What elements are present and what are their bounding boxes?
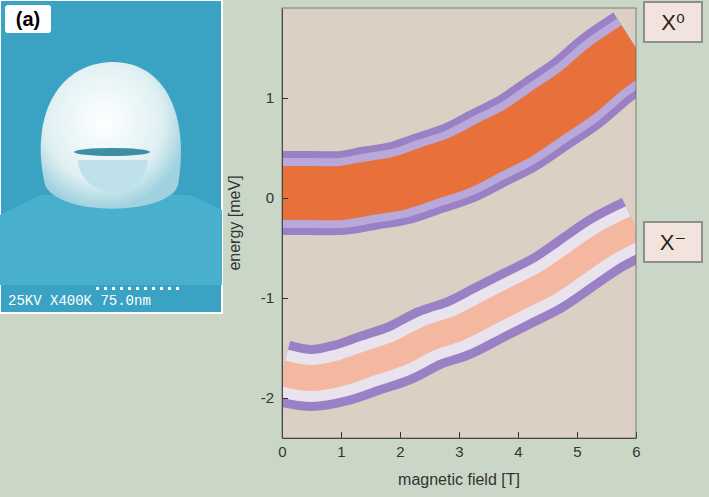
tick-label: 1 <box>266 89 274 106</box>
photo-dome <box>41 62 181 209</box>
scale-dot <box>176 287 179 290</box>
series-line <box>282 228 636 378</box>
tick-mark <box>400 432 401 438</box>
data-layer <box>282 48 636 378</box>
tick-label: 6 <box>632 443 640 460</box>
tick: 5 <box>573 432 581 460</box>
tick-mark <box>282 98 288 99</box>
photo-lower <box>78 160 148 192</box>
tick-label: -2 <box>261 389 274 406</box>
tick-label: 0 <box>266 189 274 206</box>
tick-mark <box>518 432 519 438</box>
scale-dot <box>112 287 115 290</box>
photo-caption-bar <box>1 285 221 312</box>
scale-dot <box>160 287 163 290</box>
y-axis: -2 -1 0 1 <box>261 9 288 439</box>
scale-dot <box>96 287 99 290</box>
tick: -2 <box>261 389 288 406</box>
tick-mark <box>282 298 288 299</box>
tick-label: 1 <box>337 443 345 460</box>
x-axis: 0 1 2 3 4 5 6 <box>278 432 640 460</box>
legend-item: X⁰ <box>644 2 702 42</box>
tick: 3 <box>455 432 463 460</box>
legend-label: X⁻ <box>660 230 686 255</box>
tick-label: -1 <box>261 289 274 306</box>
legend-item: X⁻ <box>644 222 702 262</box>
photo-background <box>0 0 222 313</box>
scale-dot <box>104 287 107 290</box>
series-line <box>282 48 636 193</box>
tick: 4 <box>514 432 522 460</box>
scale-dot <box>152 287 155 290</box>
tick-label: 2 <box>396 443 404 460</box>
legend: X⁰ X⁻ <box>644 2 702 262</box>
photo-panel: (a) 25KV X400K 75.0nm <box>0 0 222 313</box>
series-line <box>282 228 636 378</box>
scale-dots <box>96 287 179 290</box>
series-line <box>282 48 636 193</box>
photo-ring <box>74 148 150 156</box>
tick-mark <box>341 432 342 438</box>
photo-caption: 25KV X400K 75.0nm <box>8 293 151 309</box>
series-band <box>282 228 636 378</box>
tick-mark <box>459 432 460 438</box>
tick: 2 <box>396 432 404 460</box>
series-line <box>282 228 636 378</box>
tick-label: 0 <box>278 443 286 460</box>
scale-dot <box>120 287 123 290</box>
x-axis-title: magnetic field [T] <box>398 471 520 488</box>
tick-label: 3 <box>455 443 463 460</box>
plot-background <box>282 8 636 438</box>
scale-dot <box>168 287 171 290</box>
tick: 6 <box>632 432 640 460</box>
scale-dot <box>144 287 147 290</box>
tick-label: 4 <box>514 443 522 460</box>
tick-label: 5 <box>573 443 581 460</box>
tick-mark <box>282 398 288 399</box>
tick: -1 <box>261 289 288 306</box>
tick: 0 <box>266 189 288 206</box>
panel-label: (a) <box>16 8 40 30</box>
tick: 1 <box>337 432 345 460</box>
scale-dot <box>136 287 139 290</box>
tick: 1 <box>266 89 288 106</box>
legend-label: X⁰ <box>661 10 685 35</box>
tick-mark <box>577 432 578 438</box>
series-line <box>282 48 636 193</box>
series-band <box>282 48 636 193</box>
scale-dot <box>128 287 131 290</box>
tick-mark <box>282 198 288 199</box>
legend-box <box>644 222 702 262</box>
y-axis-title: energy [meV] <box>226 175 243 270</box>
plot-frame <box>282 8 636 438</box>
chart-root: (a) 25KV X400K 75.0nm 0 1 2 3 4 5 6 -2 -1 0 1 magneti… <box>0 0 709 497</box>
legend-box <box>644 2 702 42</box>
label-box <box>5 5 51 33</box>
